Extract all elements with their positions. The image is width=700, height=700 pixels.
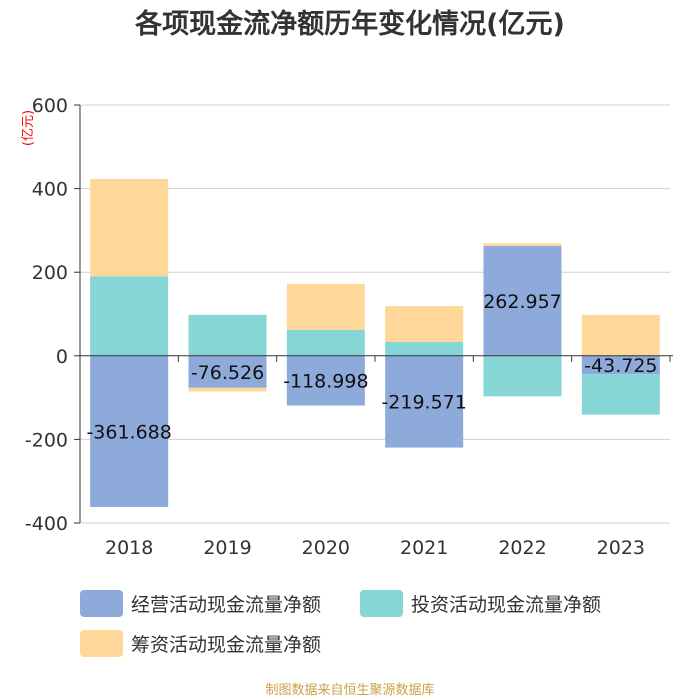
data-label-2018: -361.688 [86,421,171,443]
y-tick-label: 200 [32,262,68,284]
bar-2020-series-3 [286,283,365,330]
legend-label-series-1: 经营活动现金流量净额 [131,594,321,616]
data-label-2020: -118.998 [283,371,368,393]
bar-2021-series-2 [385,342,464,356]
legend-swatch-series-2 [360,590,403,617]
bar-2022-series-2 [483,355,562,397]
bar-2019-series-3 [188,387,267,392]
bar-2021-series-1 [385,355,464,448]
data-label-2022: 262.957 [483,291,562,313]
legend-swatch-series-1 [80,590,123,617]
y-tick-label: -200 [25,429,68,451]
x-tick-label: 2018 [105,537,153,559]
bar-2020-series-2 [286,329,365,356]
x-tick-label: 2022 [498,537,546,559]
source-note: 制图数据来自恒生聚源数据库 [265,682,434,698]
data-label-2023: -43.725 [584,355,657,377]
bar-2019-series-2 [188,314,267,356]
data-labels-group: -361.688 -76.526 -118.998 -219.571 262.957 -4… [86,291,657,444]
x-tick-label: 2021 [400,537,448,559]
legend-swatch-series-3 [80,630,123,657]
bar-2018-series-2 [90,276,169,356]
bar-2021-series-3 [385,306,464,343]
bar-2019-series-1 [188,355,267,388]
y-tick-label: 0 [56,346,68,368]
bar-2022-series-1 [483,245,562,356]
bar-2020-series-1 [286,355,365,406]
x-tick-label: 2020 [302,537,350,559]
x-tick-label: 2023 [597,537,645,559]
gridlines [80,104,670,524]
x-tick-label: 2019 [203,537,251,559]
bar-2023-series-1 [581,355,660,375]
bar-2018-series-1 [90,355,169,507]
y-tick-label: -400 [25,513,68,535]
chart-title: 各项现金流净额历年变化情况(亿元) [134,8,565,40]
axes-group: -400 -200 0 200 400 600 2018 2019 2020 2021 2022 20… [25,95,673,559]
bars-group [90,178,660,507]
bar-2018-series-3 [90,178,169,277]
legend-label-series-3: 筹资活动现金流量净额 [131,634,321,656]
data-label-2019: -76.526 [191,362,264,384]
data-label-2021: -219.571 [381,392,466,414]
bar-2022-series-3 [483,243,562,246]
bar-2023-series-3 [581,314,660,356]
y-tick-label: 400 [32,179,68,201]
y-tick-label: 600 [32,95,68,117]
bar-2023-series-2 [581,374,660,415]
legend-label-series-2: 投资活动现金流量净额 [411,594,601,616]
y-axis-unit-label: (亿元) [21,110,36,146]
